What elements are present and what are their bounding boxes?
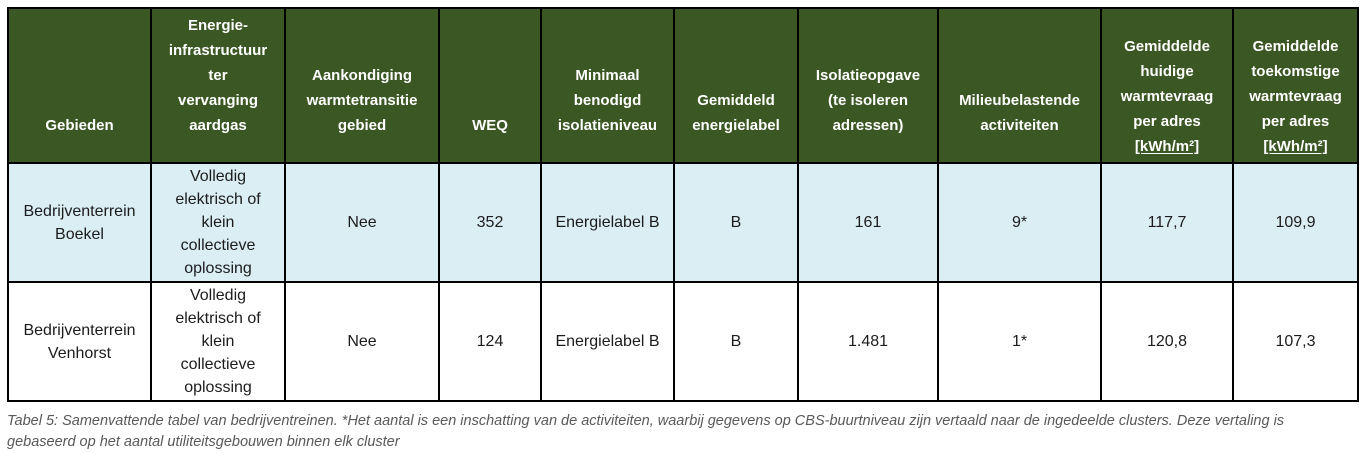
table-caption: Tabel 5: Samenvattende tabel van bedrijv… [7,413,1285,450]
cell-aankondiging: Nee [284,162,440,283]
cell-energie-infrastructuur: Volledig elektrisch of klein collectieve… [150,162,286,283]
column-header-huidige-warmtevraag: Gemiddelde huidige warmtevraag per adres… [1100,7,1234,164]
header-label: Gemiddelde toekomstige warmtevraag per a… [1249,38,1342,130]
cell-huidige-warmtevraag: 117,7 [1100,162,1234,283]
cell-milieubelastende-activiteiten: 9* [937,162,1102,283]
header-label: Gemiddelde huidige warmtevraag per adres [1120,38,1214,130]
column-header-minimaal-isolatieniveau: Minimaal benodigd isolatieniveau [540,7,675,164]
cell-aankondiging: Nee [284,281,440,402]
column-header-toekomstige-warmtevraag: Gemiddelde toekomstige warmtevraag per a… [1232,7,1359,164]
column-header-energie-infrastructuur: Energie- infrastructuur ter vervanging a… [150,7,286,164]
cell-energie-infrastructuur: Volledig elektrisch of klein collectieve… [150,281,286,402]
header-unit-kwh: [kWh/m²] [1263,138,1328,155]
header-unit-kwh: [kWh/m²] [1134,138,1200,155]
column-header-gebieden: Gebieden [7,7,152,164]
cell-weq: 352 [438,162,542,283]
header-row: Gebieden Energie- infrastructuur ter ver… [7,7,1359,164]
cell-isolatieniveau: Energielabel B [540,281,675,402]
cell-gebied: Bedrijventerrein Boekel [7,162,152,283]
column-header-weq: WEQ [438,7,542,164]
cell-weq: 124 [438,281,542,402]
table-row-boekel: Bedrijventerrein Boekel Volledig elektri… [7,162,1359,283]
cell-isolatieopgave: 1.481 [797,281,939,402]
cell-toekomstige-warmtevraag: 109,9 [1232,162,1359,283]
cell-toekomstige-warmtevraag: 107,3 [1232,281,1359,402]
column-header-aankondiging-warmtetransitie: Aankondiging warmtetransitie gebied [284,7,440,164]
cell-energielabel: B [673,281,799,402]
cell-isolatieopgave: 161 [797,162,939,283]
cell-isolatieniveau: Energielabel B [540,162,675,283]
column-header-isolatieopgave: Isolatieopgave (te isoleren adressen) [797,7,939,164]
table-row-venhorst: Bedrijventerrein Venhorst Volledig elekt… [7,281,1359,402]
cell-milieubelastende-activiteiten: 1* [937,281,1102,402]
cell-energielabel: B [673,162,799,283]
column-header-milieubelastende-activiteiten: Milieubelastende activiteiten [937,7,1102,164]
cell-gebied: Bedrijventerrein Venhorst [7,281,152,402]
cell-huidige-warmtevraag: 120,8 [1100,281,1234,402]
summary-table: Gebieden Energie- infrastructuur ter ver… [7,7,1359,402]
column-header-gemiddeld-energielabel: Gemiddeld energielabel [673,7,799,164]
